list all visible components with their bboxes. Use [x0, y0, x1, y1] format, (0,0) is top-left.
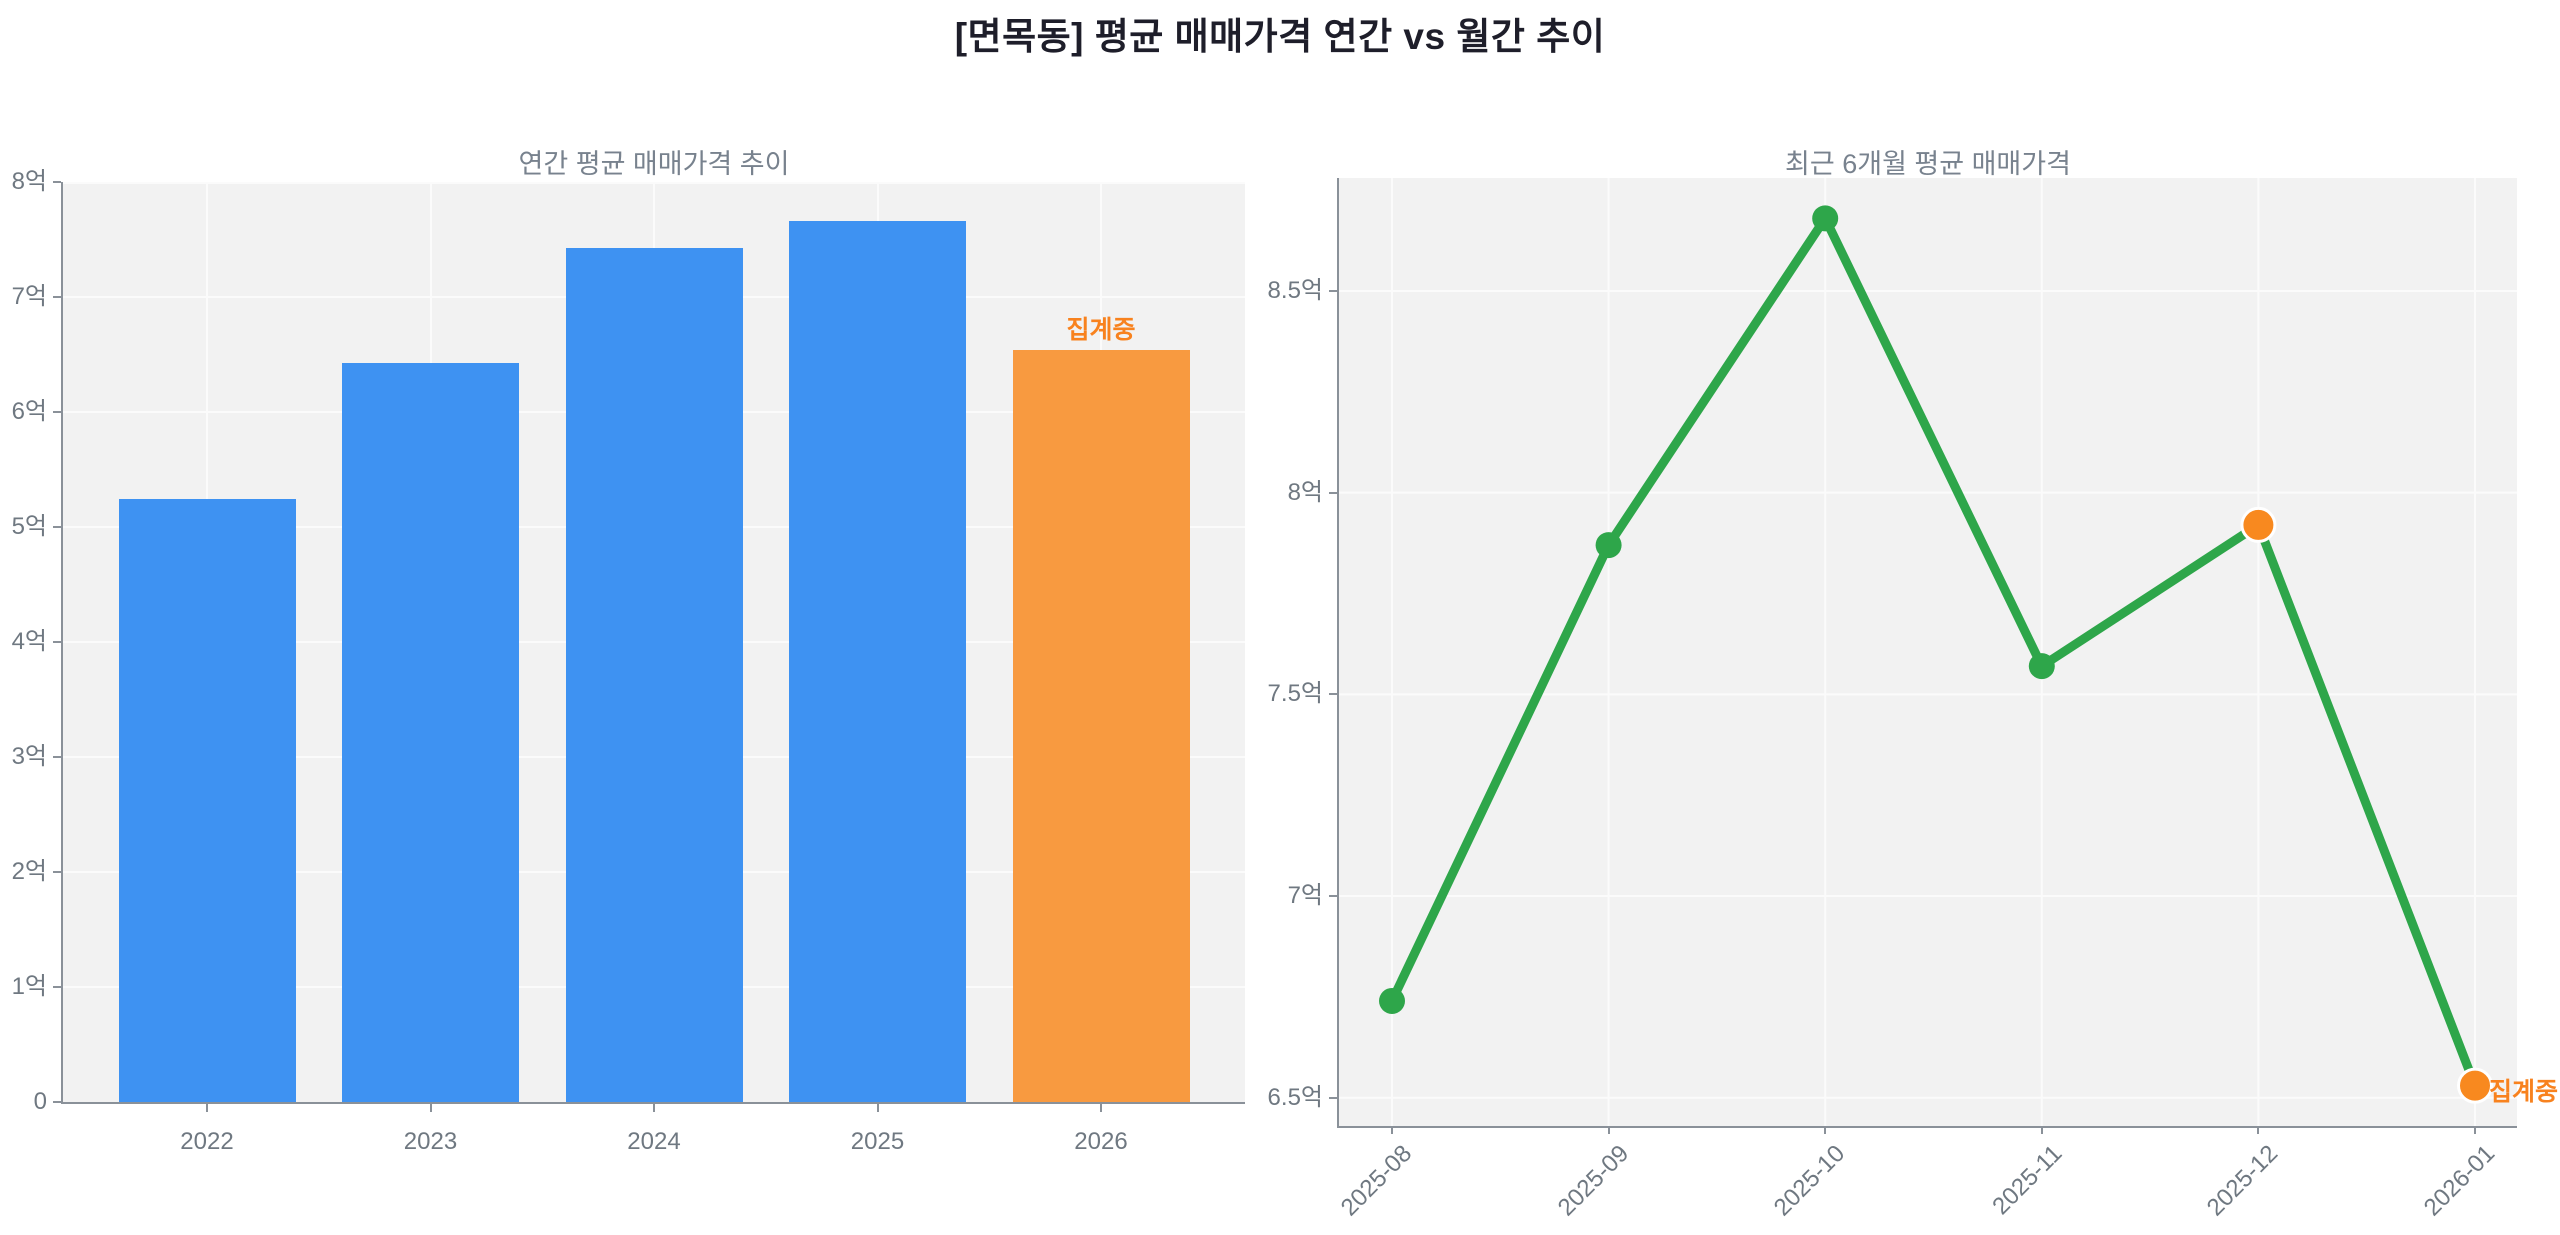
x-axis-tick [2474, 1126, 2476, 1134]
y-axis-tick [53, 986, 61, 988]
x-axis-label: 2025-09 [1552, 1140, 1634, 1222]
y-axis-label: 4억 [11, 628, 47, 655]
x-axis-tick [1391, 1126, 1393, 1134]
monthly-chart-title: 최근 6개월 평균 매매가격 [1785, 149, 2071, 179]
x-axis-label: 2025-11 [1986, 1140, 2067, 1221]
y-axis-tick [53, 526, 61, 528]
y-axis-label: 6.5억 [1267, 1083, 1323, 1111]
x-axis-label: 2024 [627, 1128, 681, 1155]
y-axis-label: 5억 [11, 513, 47, 540]
horizontal-gridline [63, 182, 1245, 184]
y-axis-tick [53, 296, 61, 298]
y-axis-label: 8억 [11, 168, 47, 195]
data-point-2025-12 [2240, 506, 2277, 543]
x-axis-tick [2257, 1126, 2260, 1134]
bar-2026 [1012, 349, 1190, 1102]
x-axis-line [61, 1102, 1245, 1104]
price-trend-line [1387, 213, 2480, 1091]
x-axis-tick [1607, 1126, 1610, 1134]
aggregating-label: 집계중 [1066, 315, 1136, 344]
y-axis-label: 8억 [1287, 478, 1323, 506]
data-point-2026-01 [2457, 1067, 2493, 1104]
y-axis-tick [1329, 289, 1337, 292]
y-axis-tick [53, 756, 61, 758]
y-axis-label: 6억 [11, 398, 47, 425]
x-axis-label: 2025-08 [1335, 1140, 1418, 1222]
y-axis-tick [1329, 1096, 1337, 1099]
y-axis-tick [53, 1101, 61, 1103]
x-axis-label: 2022 [180, 1128, 234, 1155]
y-axis-label: 8.5억 [1267, 276, 1323, 304]
x-axis-tick [1100, 1104, 1102, 1112]
bar-2022 [118, 499, 296, 1102]
x-axis-tick [206, 1104, 208, 1112]
bar-2024 [565, 247, 743, 1102]
x-axis-label: 2025-12 [2202, 1140, 2284, 1222]
x-axis-label: 2023 [403, 1128, 458, 1155]
x-axis-label: 2026 [1074, 1128, 1128, 1155]
x-axis-label: 2025 [850, 1128, 905, 1155]
data-point-2025-09 [1595, 532, 1622, 559]
monthly-line-chart [1339, 178, 2517, 1126]
y-axis-label: 7억 [11, 283, 47, 310]
data-point-2025-08 [1379, 987, 1405, 1014]
x-axis-tick [429, 1104, 432, 1112]
x-axis-label: 2025-10 [1768, 1140, 1851, 1222]
y-axis-tick [53, 641, 61, 643]
x-axis-label: 2026-01 [2418, 1140, 2501, 1222]
data-point-2025-10 [1812, 205, 1839, 232]
annual-chart-title: 연간 평균 매매가격 추이 [518, 149, 790, 179]
y-axis-tick [1329, 693, 1337, 696]
y-axis-tick [53, 181, 61, 183]
x-axis-tick [2040, 1126, 2043, 1134]
page-title: [면목동] 평균 매매가격 연간 vs 월간 추이 [954, 16, 1606, 57]
y-axis-tick [53, 411, 61, 413]
data-point-2025-11 [2028, 653, 2055, 680]
y-axis-label: 3억 [11, 743, 47, 770]
x-axis-tick [1824, 1126, 1827, 1134]
bar-2023 [342, 362, 519, 1102]
y-axis-line [1337, 178, 1339, 1128]
x-axis-tick [876, 1104, 879, 1112]
monthly-plot-area [1339, 178, 2517, 1126]
y-axis-tick [53, 871, 61, 873]
y-axis-label: 1억 [11, 973, 47, 1000]
bar-2025 [789, 221, 966, 1102]
y-axis-label: 7억 [1287, 882, 1323, 910]
y-axis-label: 2억 [11, 858, 47, 885]
y-axis-line [61, 182, 63, 1104]
y-axis-label: 7.5억 [1267, 680, 1323, 708]
y-axis-tick [1329, 895, 1337, 898]
y-axis-tick [1329, 491, 1337, 494]
y-axis-label: 0 [33, 1088, 47, 1115]
x-axis-line [1337, 1126, 2517, 1128]
annual-plot-area: 집계중 [63, 182, 1245, 1102]
x-axis-tick [653, 1104, 655, 1112]
aggregating-label: 집계중 [2489, 1077, 2559, 1106]
